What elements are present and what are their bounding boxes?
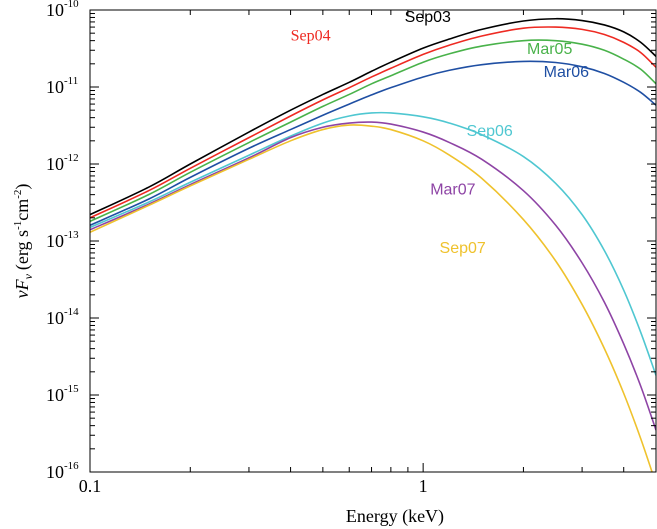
y-axis-label-nu: ν	[12, 290, 32, 298]
y-tick-exponent: -14	[64, 306, 79, 318]
y-tick-exponent: -13	[64, 229, 79, 241]
y-tick-label: 10	[46, 154, 64, 174]
y-tick-exponent: -16	[64, 460, 79, 472]
series-line-sep07	[90, 124, 653, 472]
y-tick-label: 10	[46, 0, 64, 20]
series-curves	[90, 17, 656, 472]
series-label-mar07: Mar07	[430, 182, 475, 199]
y-axis-label-cm: cm	[12, 199, 32, 221]
y-tick-exponent: -10	[64, 0, 79, 10]
y-axis-label-open: (erg s	[12, 230, 33, 270]
y-tick-label: 10	[46, 77, 64, 97]
y-tick-exponent: -15	[64, 383, 79, 395]
series-label-sep06: Sep06	[467, 123, 513, 140]
series-labels: Sep03 Sep04 Mar05 Mar06 Sep06 Mar07 Sep07	[291, 9, 590, 257]
y-tick-exponent: -11	[64, 75, 78, 87]
series-line-mar06	[90, 60, 656, 227]
x-tick-label: 0.1	[79, 476, 102, 496]
y-axis-label-s-exp: -1	[12, 221, 24, 230]
x-tick-label: 1	[419, 476, 428, 496]
series-label-mar05: Mar05	[527, 41, 572, 58]
series-label-mar06: Mar06	[544, 64, 589, 81]
y-axis-label-sub: ν	[21, 273, 35, 279]
y-axis-label: νFν (erg s-1cm-2)	[12, 184, 35, 299]
series-line-mar07	[90, 121, 656, 431]
series-label-sep07: Sep07	[440, 240, 486, 257]
series-line-mar05	[90, 39, 656, 223]
series-line-sep04	[90, 26, 656, 219]
y-tick-label: 10	[46, 462, 64, 482]
series-line-sep03	[90, 17, 656, 216]
series-line-sep06	[90, 111, 656, 376]
series-label-sep03: Sep03	[405, 9, 451, 26]
y-tick-label: 10	[46, 308, 64, 328]
y-tick-label: 10	[46, 231, 64, 251]
series-label-sep04: Sep04	[291, 28, 331, 45]
y-tick-exponent: -12	[64, 152, 79, 164]
x-axis-label: Energy (keV)	[346, 506, 444, 527]
y-axis-label-F: F	[12, 278, 32, 291]
y-tick-label: 10	[46, 385, 64, 405]
y-axis-label-cm-exp: -2	[12, 190, 24, 199]
y-axis-label-close: )	[12, 184, 33, 190]
